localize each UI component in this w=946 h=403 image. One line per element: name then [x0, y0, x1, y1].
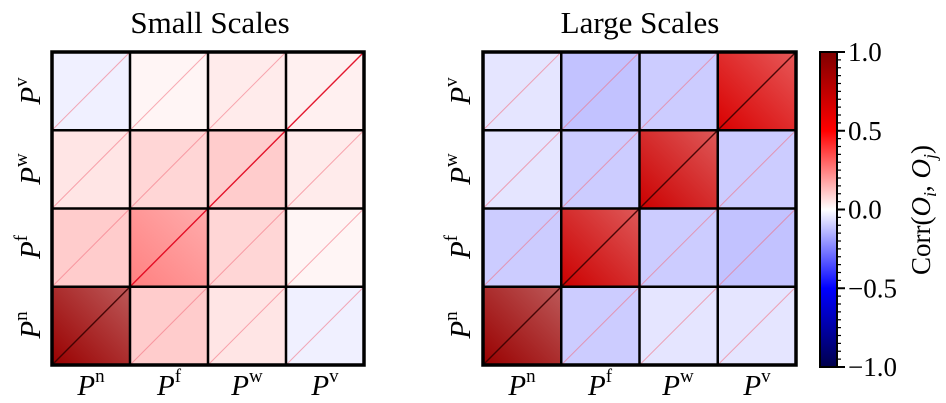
colorbar-gradient [819, 51, 838, 368]
heatmap-frame-small [50, 50, 366, 367]
block-diagonal-line [286, 130, 364, 208]
block-diagonal-line [286, 52, 364, 130]
block-diagonal-line [208, 209, 286, 287]
y-tick-large-2: Pw [441, 153, 477, 186]
heatmap-large-scales: Large Scales Pn Pf Pw Pv Pv Pw Pf Pn [441, 5, 798, 402]
y-tick-large-1: Pf [441, 234, 477, 260]
chart-title-large: Large Scales [561, 5, 720, 40]
colorbar-tick-label: 0.0 [848, 195, 882, 225]
y-tick-large-0: Pn [441, 311, 477, 340]
block-grid-small [52, 52, 364, 365]
x-tick-small-0: Pn [76, 366, 105, 402]
block-diagonal-line [640, 52, 718, 130]
block-diagonal-line [640, 130, 718, 208]
colorbar-tick-label: −1.0 [848, 352, 897, 382]
chart-title-small: Small Scales [130, 5, 289, 40]
colorbar-label: Corr(Oi, Oj) [906, 145, 940, 275]
block-diagonal-line [561, 130, 639, 208]
y-tick-small-3: Pv [11, 77, 47, 106]
y-tick-small-0: Pn [11, 311, 47, 340]
block-diagonal-line [52, 287, 130, 365]
block-diagonal-line [561, 209, 639, 287]
block-diagonal-line [208, 287, 286, 365]
block-diagonal-line [718, 287, 796, 365]
y-tick-small-1: Pf [11, 234, 47, 260]
block-diagonal-line [561, 52, 639, 130]
block-diagonal-line [718, 130, 796, 208]
block-diagonal-line [483, 209, 561, 287]
block-grid-large [483, 52, 796, 365]
colorbar: 1.0 0.5 0.0 −0.5 −1.0 Corr(Oi, Oj) [819, 37, 940, 382]
block-diagonal-line [130, 130, 208, 208]
block-diagonal-line [483, 287, 561, 365]
colorbar-tick-label: −0.5 [848, 273, 897, 303]
colorbar-major-ticks: 1.0 0.5 0.0 −0.5 −1.0 [837, 37, 897, 382]
x-tick-large-1: Pf [587, 366, 613, 402]
block-diagonal-line [286, 287, 364, 365]
x-tick-small-3: Pv [310, 366, 339, 402]
block-diagonal-line [718, 209, 796, 287]
block-diagonal-line [640, 209, 718, 287]
block-diagonal-line [208, 52, 286, 130]
block-diagonal-line [130, 209, 208, 287]
x-tick-small-2: Pw [230, 366, 263, 402]
block-diagonal-line [130, 52, 208, 130]
colorbar-tick-label: 1.0 [848, 37, 882, 67]
block-diagonal-line [208, 130, 286, 208]
colorbar-tick-label: 0.5 [848, 116, 882, 146]
block-diagonal-line [52, 52, 130, 130]
heatmap-frame-large [481, 50, 798, 367]
block-diagonal-line [640, 287, 718, 365]
y-tick-labels-small: Pv Pw Pf Pn [11, 77, 47, 340]
heatmap-small-scales: Small Scales Pn Pf Pw Pv Pv Pw Pf Pn [11, 5, 366, 402]
y-tick-small-2: Pw [11, 153, 47, 186]
x-tick-labels-small: Pn Pf Pw Pv [76, 366, 339, 402]
y-tick-labels-large: Pv Pw Pf Pn [441, 77, 477, 340]
heatmap-diagonals-large [483, 52, 796, 365]
x-tick-large-2: Pw [661, 366, 694, 402]
block-diagonal-line [286, 209, 364, 287]
y-tick-large-3: Pv [441, 77, 477, 106]
x-tick-small-1: Pf [156, 366, 182, 402]
block-diagonal-line [52, 130, 130, 208]
x-tick-large-3: Pv [742, 366, 771, 402]
block-diagonal-line [52, 209, 130, 287]
x-tick-large-0: Pn [507, 366, 536, 402]
block-diagonal-line [130, 287, 208, 365]
x-tick-labels-large: Pn Pf Pw Pv [507, 366, 771, 402]
block-diagonal-line [718, 52, 796, 130]
block-diagonal-line [561, 287, 639, 365]
heatmap-diagonals-small [52, 52, 364, 365]
block-diagonal-line [483, 130, 561, 208]
block-diagonal-line [483, 52, 561, 130]
